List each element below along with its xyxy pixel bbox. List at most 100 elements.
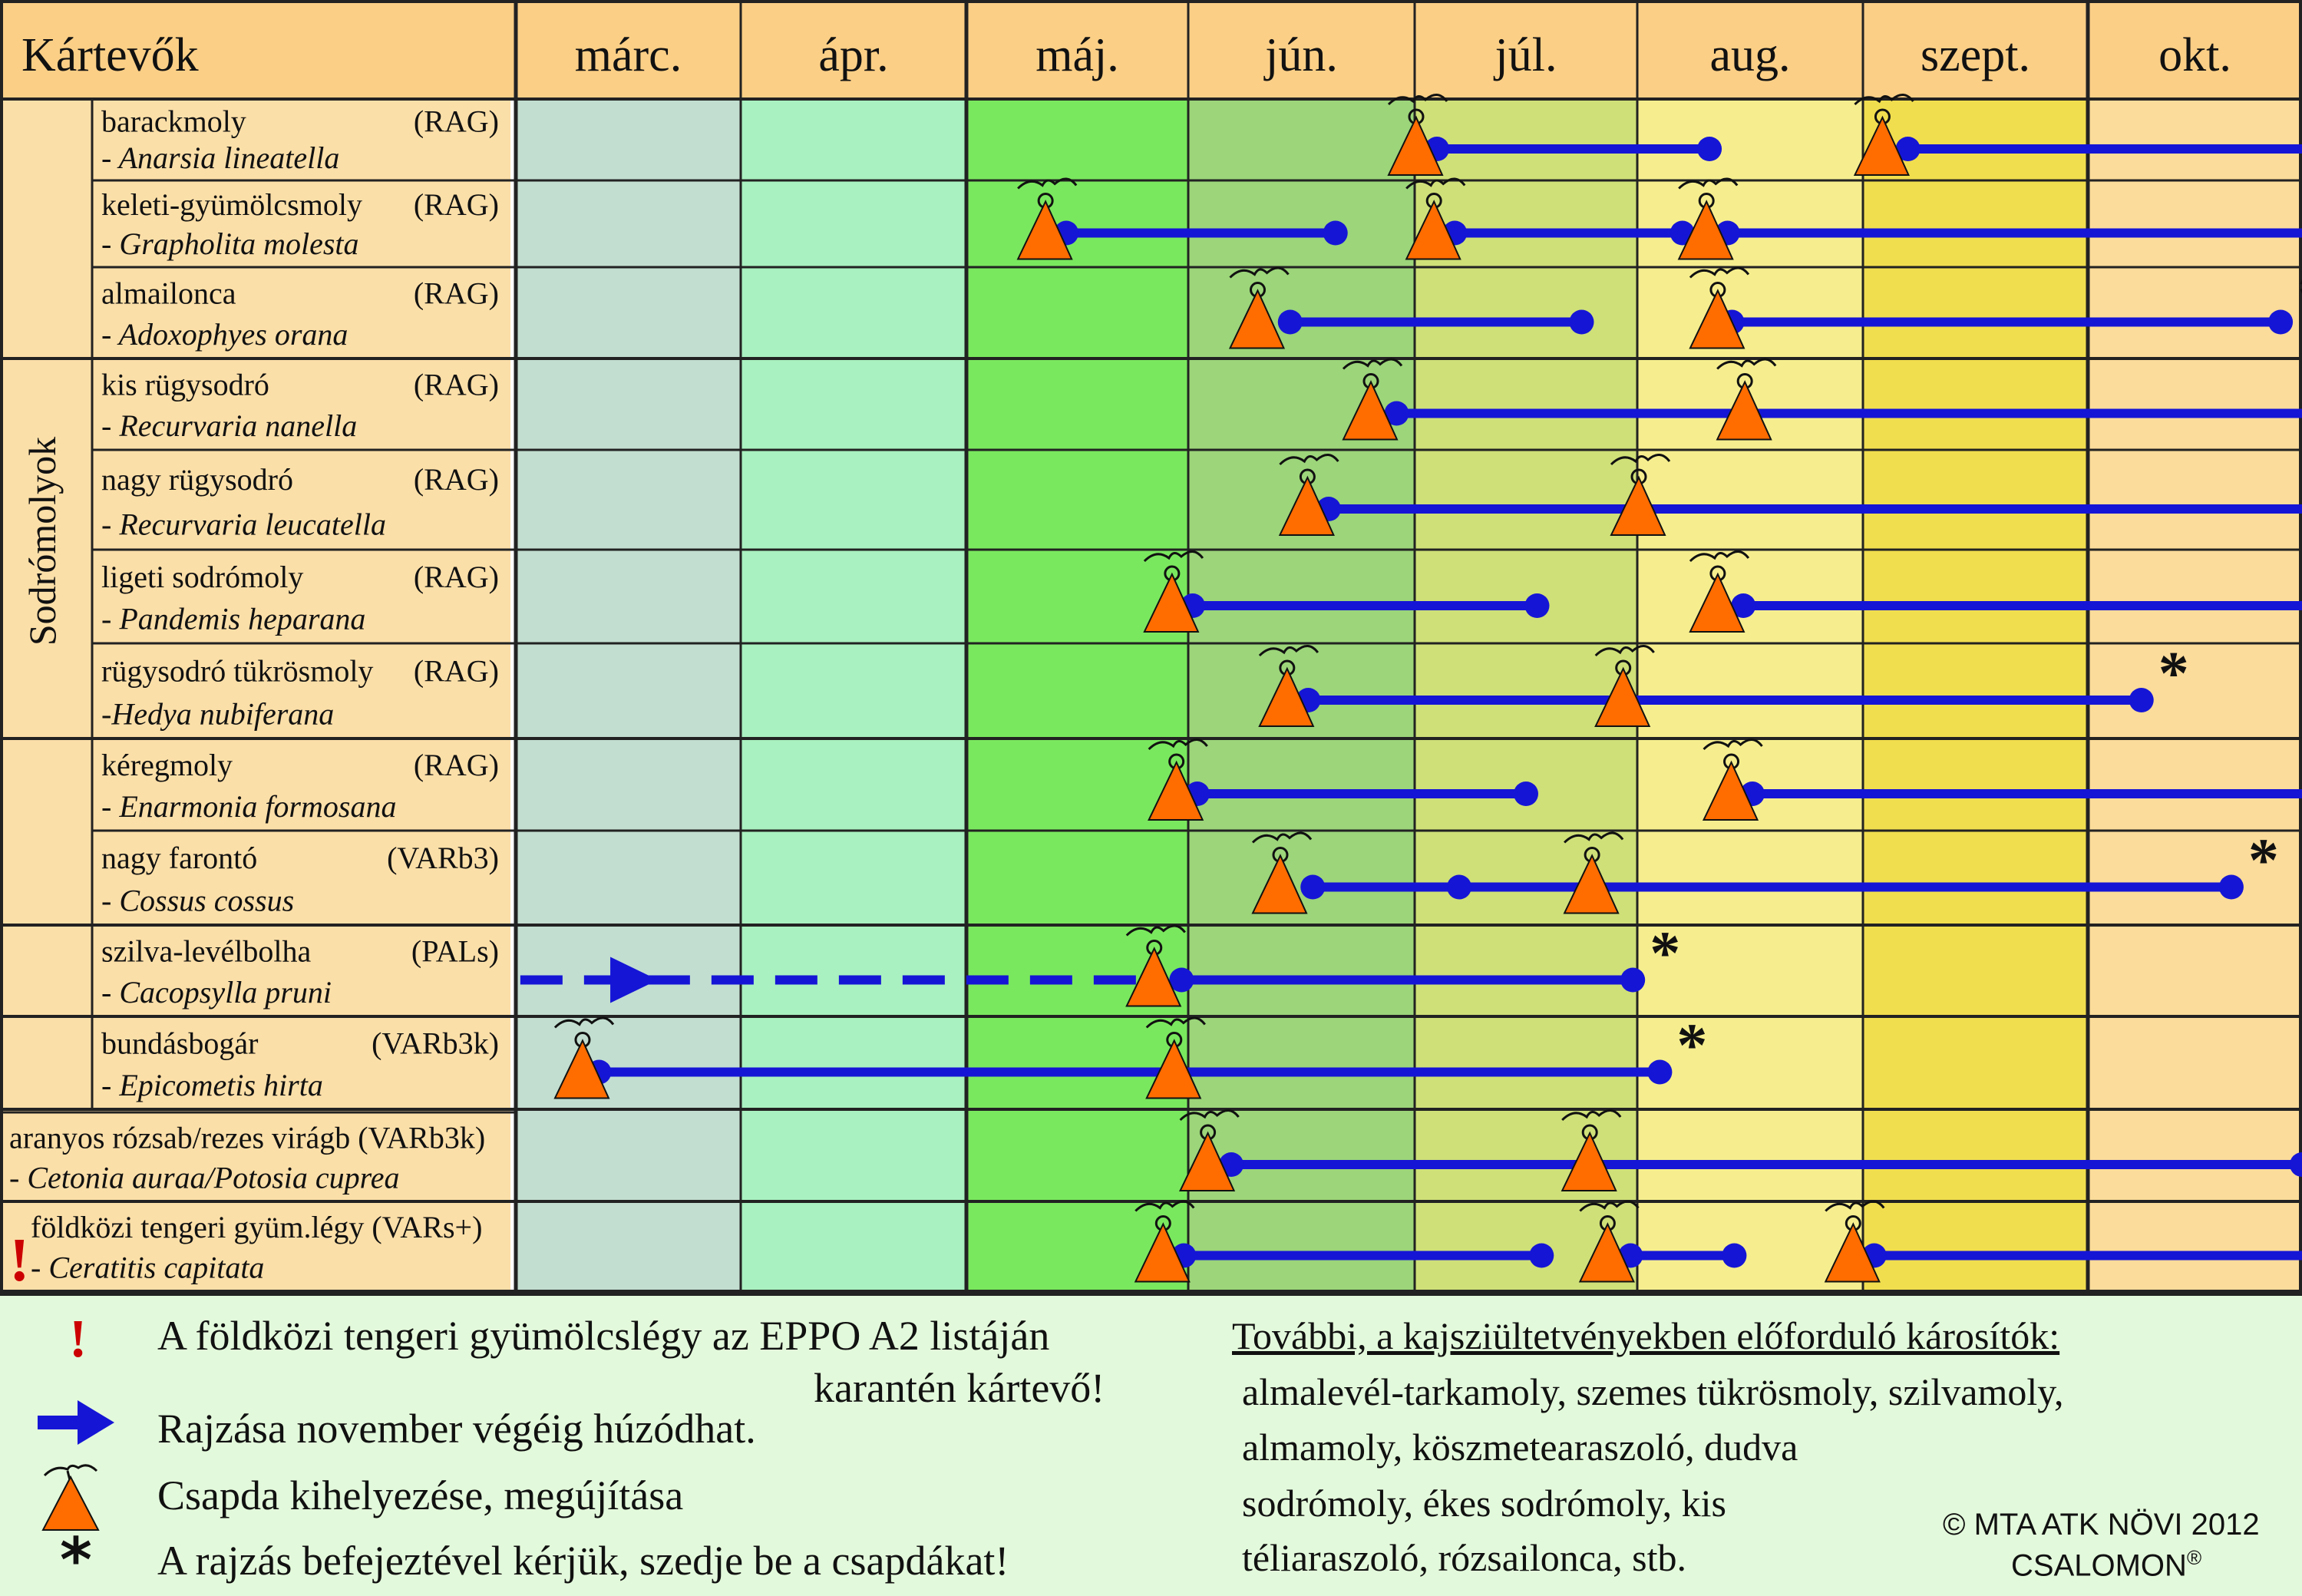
trap-icon-10-1 — [1145, 1016, 1206, 1099]
pest-name-8: nagy farontó — [101, 841, 257, 875]
star-legend-text: A rajzás befejeztével kérjük, szedje be … — [157, 1538, 1009, 1584]
pest-name-7: kéregmoly — [101, 748, 233, 782]
pest-code-0: (RAG) — [414, 104, 499, 138]
month-column-bg — [516, 0, 741, 1291]
pest-code-1: (RAG) — [414, 187, 499, 222]
pest-latin-10: - Epicometis hirta — [101, 1068, 323, 1102]
flight-start-dot-9-0 — [1169, 967, 1194, 993]
pests-header: Kártevők — [21, 29, 199, 81]
trap-triangle — [1563, 854, 1620, 914]
pest-code-10: (VARb3k) — [372, 1026, 499, 1060]
pest-latin-4: - Recurvaria leucatella — [101, 507, 386, 542]
trap-wire — [1387, 94, 1448, 106]
pest-latin-5: - Pandemis heparana — [101, 602, 365, 636]
pest-latin-7: - Enarmonia formosana — [101, 789, 396, 824]
trap-wire — [1678, 177, 1739, 190]
trap-icon-6-1 — [1594, 645, 1655, 727]
pest-code-2: (RAG) — [414, 276, 499, 311]
arrow-legend-icon — [38, 1400, 114, 1445]
header-band — [0, 0, 2302, 99]
month-header-3: jún. — [1263, 29, 1338, 81]
trap-triangle — [1578, 1222, 1635, 1283]
trap-triangle — [1610, 475, 1666, 536]
flight-end-dot-9-0 — [1620, 967, 1646, 993]
trap-triangle — [1148, 760, 1204, 821]
trap-triangle — [1594, 666, 1651, 727]
brand-name: CSALOMON — [2011, 1548, 2187, 1583]
brand-registered-mark: ® — [2186, 1546, 2202, 1569]
trap-icon-2-0 — [1228, 266, 1290, 349]
pest-code-3: (RAG) — [414, 368, 499, 402]
trap-triangle — [1278, 475, 1335, 536]
trap-icon-7-1 — [1702, 739, 1763, 821]
trap-triangle — [1824, 1222, 1881, 1283]
month-column-bg — [741, 0, 966, 1291]
trap-icon-12-2 — [1824, 1200, 1885, 1283]
month-column-bg — [1637, 0, 1863, 1291]
pest-name-0: barackmoly — [101, 104, 246, 138]
month-header-1: ápr. — [818, 29, 888, 81]
trap-wire — [1405, 177, 1466, 190]
pest-name-5: ligeti sodrómoly — [101, 560, 303, 594]
trap-wire — [1689, 550, 1750, 563]
trap-wire — [1148, 739, 1208, 751]
trap-triangle — [1258, 666, 1315, 727]
flight-end-dot-6-0 — [2129, 688, 2154, 712]
trap-icon-4-0 — [1278, 454, 1339, 536]
dashed-arrow-head-9 — [610, 957, 659, 1003]
trap-wire — [1145, 1016, 1206, 1029]
trap-wire — [1134, 1200, 1195, 1212]
end-star-6: * — [2158, 640, 2189, 708]
month-column-bg — [1188, 0, 1415, 1291]
trap-wire — [1342, 358, 1403, 370]
trap-wire — [1125, 924, 1186, 937]
further-pests-line-2: almamoly, köszmetearaszoló, dudva — [1242, 1426, 1798, 1469]
trap-icon-3-0 — [1342, 358, 1403, 441]
trap-icon-7-0 — [1148, 739, 1208, 821]
trap-wire — [1689, 266, 1750, 279]
trap-icon-12-1 — [1578, 1200, 1640, 1283]
trap-wire — [1564, 831, 1624, 844]
warning-legend-mark: ! — [69, 1310, 88, 1369]
trap-triangle — [1125, 947, 1182, 1007]
end-star-10: * — [1676, 1013, 1707, 1080]
trap-icon-5-1 — [1689, 550, 1750, 633]
flight-end-dot-2-1 — [2268, 309, 2294, 335]
month-column-bg — [1863, 0, 2088, 1291]
pest-latin-3: - Recurvaria nanella — [101, 408, 357, 443]
calendar-diagram: Kártevők márc. ápr. máj. jún. júl. aug. szept. o… — [0, 0, 2302, 1296]
flight-end-dot-5-0 — [1524, 593, 1550, 618]
trap-wire — [1561, 1109, 1622, 1122]
copyright-text: © MTA ATK NÖVI 2012 — [1943, 1508, 2260, 1541]
pest-warning-12: ! — [9, 1227, 30, 1294]
month-header-0: márc. — [575, 29, 682, 81]
trap-wire — [1594, 645, 1655, 657]
flight-end-dot-11-0 — [2290, 1152, 2302, 1177]
month-header-2: máj. — [1035, 29, 1118, 81]
pest-name-11: aranyos rózsab/rezes virágb (VARb3k) — [9, 1120, 485, 1155]
flight-start-dot-8-0 — [1300, 874, 1326, 900]
flight-end-dot-1-0 — [1323, 220, 1348, 246]
trap-triangle — [1702, 760, 1759, 821]
trap-wire — [1251, 831, 1313, 844]
trap-icon-0-1 — [1853, 94, 1914, 176]
trap-triangle — [1677, 200, 1734, 260]
trap-icon-4-1 — [1610, 454, 1671, 536]
month-column-bg — [1415, 0, 1637, 1291]
pest-name-9: szilva-levélbolha — [101, 934, 311, 969]
pest-code-8: (VARb3) — [387, 841, 499, 875]
pest-code-5: (RAG) — [414, 560, 499, 594]
label-column-bg — [0, 99, 510, 1291]
trap-triangle — [1689, 289, 1745, 349]
month-header-7: okt. — [2158, 29, 2231, 81]
trap-icon-3-1 — [1716, 358, 1777, 441]
trap-wire — [1279, 454, 1339, 466]
further-pests-line-3: sodrómoly, ékes sodrómoly, kis — [1242, 1482, 1726, 1525]
warning-legend-text: A földközi tengeri gyümölcslégy az EPPO … — [157, 1313, 1050, 1359]
brand-text: CSALOMON® — [2011, 1548, 2201, 1581]
trap-icon-2-1 — [1689, 266, 1750, 349]
trap-wire — [1716, 358, 1777, 370]
pest-name-2: almailonca — [101, 276, 236, 311]
trap-icon-8-1 — [1563, 831, 1624, 914]
month-header-6: szept. — [1921, 29, 2030, 81]
